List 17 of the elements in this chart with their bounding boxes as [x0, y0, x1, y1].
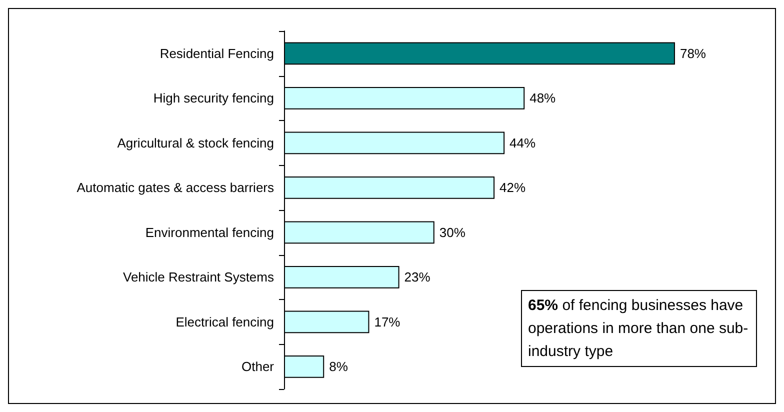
y-tick-label: Automatic gates & access barriers [76, 180, 274, 196]
y-tick-label: Environmental fencing [145, 224, 274, 240]
y-tick-label: High security fencing [153, 90, 274, 106]
data-label: 30% [439, 224, 466, 240]
data-label: 78% [680, 46, 706, 61]
y-tick-label: Vehicle Restraint Systems [122, 270, 274, 285]
y-tick-label: Electrical fencing [176, 314, 274, 330]
data-label: 44% [510, 135, 536, 150]
y-tick-label: Residential Fencing [160, 46, 274, 61]
data-label: 23% [404, 270, 431, 285]
data-label: 48% [530, 90, 556, 106]
y-tick-label: Other [241, 359, 275, 374]
data-label: 17% [374, 314, 401, 330]
data-label: 42% [500, 180, 526, 196]
y-tick-label: Agricultural & stock fencing [117, 135, 274, 150]
annotation: 65% of fencing businesses have operations in more than one sub-industry type [521, 290, 757, 367]
data-label: 8% [329, 359, 348, 374]
